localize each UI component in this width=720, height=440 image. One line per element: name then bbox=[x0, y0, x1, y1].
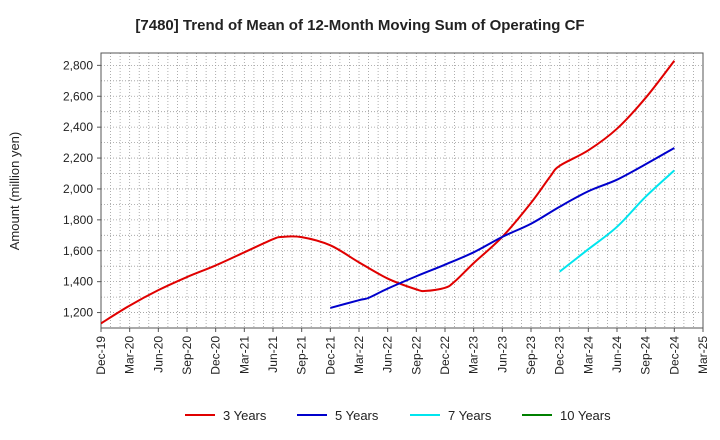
series-line-7-years bbox=[559, 169, 676, 273]
x-tick-label: Jun-20 bbox=[151, 336, 165, 373]
y-tick-label: 1,400 bbox=[63, 275, 93, 289]
series-line-3-years bbox=[101, 60, 676, 325]
legend-label: 7 Years bbox=[448, 408, 492, 423]
y-tick-label: 1,200 bbox=[63, 306, 93, 320]
y-tick-label: 2,800 bbox=[63, 58, 93, 72]
x-tick-label: Jun-24 bbox=[610, 336, 624, 373]
x-tick-label: Sep-21 bbox=[295, 336, 309, 375]
x-tick-label: Mar-20 bbox=[123, 336, 137, 374]
x-tick-label: Jun-23 bbox=[495, 336, 509, 373]
x-tick-label: Mar-23 bbox=[467, 336, 481, 374]
y-tick-label: 1,600 bbox=[63, 244, 93, 258]
legend: 3 Years 5 Years 7 Years 10 Years bbox=[185, 408, 611, 423]
x-tick-label: Dec-21 bbox=[323, 336, 337, 375]
y-tick-label: 2,000 bbox=[63, 182, 93, 196]
x-tick-label: Sep-23 bbox=[524, 336, 538, 375]
y-tick-label: 1,800 bbox=[63, 213, 93, 227]
legend-label: 10 Years bbox=[560, 408, 611, 423]
x-tick-label: Jun-22 bbox=[381, 336, 395, 373]
x-tick-label: Dec-19 bbox=[94, 336, 108, 375]
x-tick-label: Sep-24 bbox=[639, 336, 653, 375]
x-tick-label: Sep-22 bbox=[409, 336, 423, 375]
y-tick-label: 2,600 bbox=[63, 89, 93, 103]
x-tick-label: Dec-23 bbox=[553, 336, 567, 375]
x-tick-label: Dec-24 bbox=[667, 336, 681, 375]
legend-label: 5 Years bbox=[335, 408, 379, 423]
x-tick-label: Mar-25 bbox=[696, 336, 710, 374]
x-tick-label: Mar-22 bbox=[352, 336, 366, 374]
x-tick-label: Dec-22 bbox=[438, 336, 452, 375]
series-line-5-years bbox=[330, 147, 675, 309]
x-tick-label: Sep-20 bbox=[180, 336, 194, 375]
plot-frame bbox=[100, 52, 704, 329]
x-tick-label: Mar-21 bbox=[237, 336, 251, 374]
x-tick-label: Mar-24 bbox=[581, 336, 595, 374]
legend-label: 3 Years bbox=[223, 408, 267, 423]
y-axis-label: Amount (million yen) bbox=[7, 132, 22, 251]
plot-area: 1,200 1,400 1,600 1,800 2,000 2,200 2,400 2,600… bbox=[63, 52, 710, 375]
y-tick-label: 2,200 bbox=[63, 151, 93, 165]
x-tick-label: Jun-21 bbox=[266, 336, 280, 373]
chart-title: [7480] Trend of Mean of 12-Month Moving … bbox=[135, 17, 584, 34]
y-tick-label: 2,400 bbox=[63, 120, 93, 134]
x-tick-label: Dec-20 bbox=[209, 336, 223, 375]
